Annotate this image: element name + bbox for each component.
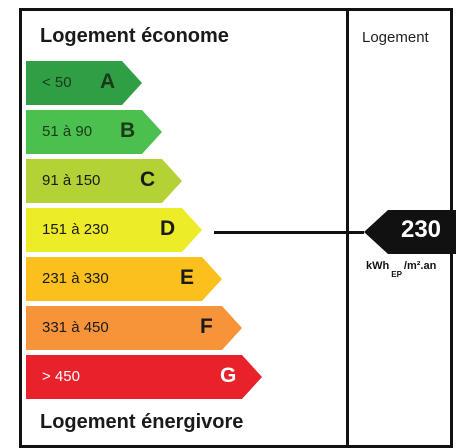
class-range-label: 91 à 150 <box>42 172 101 189</box>
title-energy-intensive: Logement énergivore <box>40 411 244 433</box>
class-letter: B <box>120 119 136 142</box>
consumption-unit: kWhEP/m².an <box>366 260 437 279</box>
class-range-label: > 450 <box>42 368 80 385</box>
class-letter: D <box>160 217 176 240</box>
marker-connector-line <box>214 231 364 234</box>
energy-class-b: 51 à 90 B <box>26 110 164 154</box>
energy-class-c: 91 à 150 C <box>26 159 184 203</box>
column-header: Logement <box>362 29 429 46</box>
class-bar-shape <box>26 61 142 105</box>
column-divider <box>346 8 349 448</box>
class-range-label: 231 à 330 <box>42 270 109 287</box>
energy-class-g: > 450 G <box>26 355 264 399</box>
title-economical: Logement économe <box>40 25 229 47</box>
class-bar-shape <box>26 208 202 252</box>
consumption-marker: 230 <box>364 210 456 254</box>
class-letter: C <box>140 168 156 191</box>
class-range-label: 51 à 90 <box>42 123 93 140</box>
marker-arrow-shape <box>364 210 456 254</box>
energy-class-e: 231 à 330 E <box>26 257 224 301</box>
class-bar-shape <box>26 306 242 350</box>
class-letter: F <box>200 315 213 338</box>
class-range-label: < 50 <box>42 74 72 91</box>
class-letter: A <box>100 70 116 93</box>
consumption-value: 230 <box>400 216 442 243</box>
class-bar-shape <box>26 159 182 203</box>
energy-class-d: 151 à 230 D <box>26 208 204 252</box>
unit-tail: /m².an <box>403 260 437 272</box>
energy-class-a: < 50 A <box>26 61 144 105</box>
energy-class-f: 331 à 450 F <box>26 306 244 350</box>
class-letter: E <box>180 266 195 289</box>
class-range-label: 151 à 230 <box>42 221 109 238</box>
class-bar-shape <box>26 110 162 154</box>
class-bar-shape <box>26 257 222 301</box>
unit-main: kWh <box>366 260 390 272</box>
unit-sub: EP <box>391 270 402 279</box>
class-bar-shape <box>26 355 262 399</box>
class-range-label: 331 à 450 <box>42 319 109 336</box>
class-letter: G <box>220 364 237 387</box>
